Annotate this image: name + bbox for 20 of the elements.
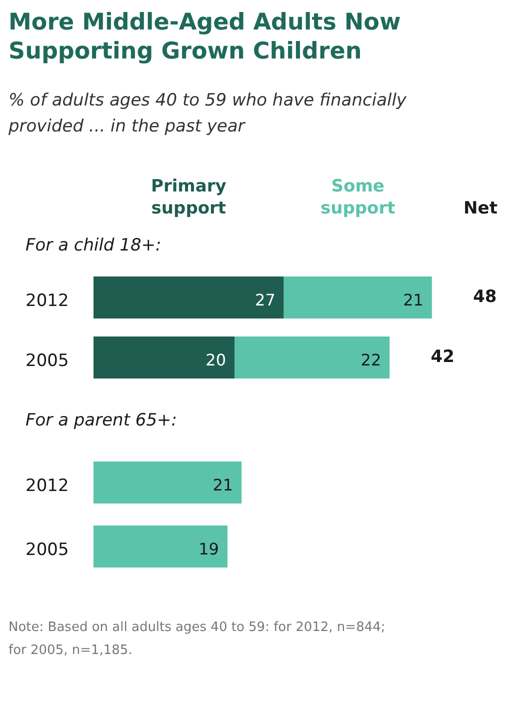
text: Note: Based on all adults ages 40 to 59: for 2012, n=844; for 2005, n=1,185. [8,620,386,658]
text: Some support [320,176,396,218]
text: Primary support [151,176,226,218]
legend-title: Net [464,198,498,218]
y-tick-label: 2012 [26,476,69,496]
data-label: 22 [360,350,382,370]
data-label: 21 [403,290,424,310]
data-label: 19 [198,540,219,558]
data-label: 20 [206,350,226,370]
annotation: For a child 18+: [26,236,162,256]
data-label: 21 [212,476,234,494]
chart-subtitle: % of adults ages 40 to 59 who have financially provided ... in the past year [8,90,408,136]
total-label: 42 [430,347,454,367]
chart-title: More Middle-Aged Adults Now Supporting Grown Children [8,10,401,64]
total-label: 48 [473,287,497,307]
data-label: 27 [255,290,276,310]
y-tick-label: 2012 [26,291,69,311]
annotation: For a parent 65+: [26,410,177,430]
y-tick-label: 2005 [26,540,69,560]
y-tick-label: 2005 [26,351,69,371]
